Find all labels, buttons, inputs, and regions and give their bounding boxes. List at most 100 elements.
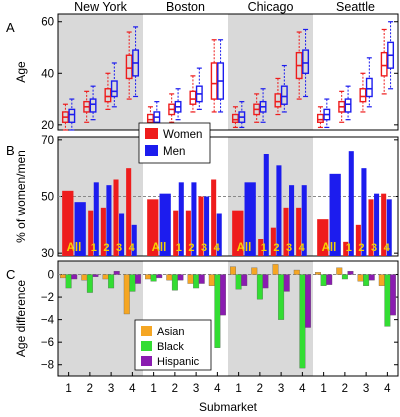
bar-women [270,227,276,256]
category-label: 2 [188,242,194,254]
x-tick-label: 2 [342,383,348,395]
legend-label-hispanic: Hispanic [157,356,200,368]
bar-asian [315,272,321,275]
bar-hispanic [326,274,333,285]
bar-men [74,202,86,256]
box-men [344,98,352,113]
legend-box [138,122,211,164]
category-label: 4 [129,242,136,254]
y-tick-label: 0 [48,270,54,282]
y-axis-label: % of women/men [14,150,28,243]
box-women [316,113,324,123]
bar-men [386,199,392,256]
legend-label-men: Men [163,146,185,158]
category-label: 1 [261,242,267,254]
bar-asian [251,267,258,275]
category-label: 4 [214,242,221,254]
x-tick-label: 3 [108,383,114,395]
bar-women [211,179,217,256]
bar-asian [81,274,88,281]
bar-men [374,193,380,256]
bar-asian [230,266,236,275]
legend-swatch-men [145,145,158,156]
bar-black [171,274,178,291]
bar-women [258,239,264,256]
x-tick-label: 4 [384,383,391,395]
category-label: All [237,242,252,254]
y-axis-label: Age [14,61,28,83]
category-label: All [322,242,337,254]
bar-hispanic [305,274,311,328]
bar-black [150,274,157,282]
x-tick-label: 2 [87,383,93,395]
bar-women [147,199,159,256]
box-men [302,49,310,74]
y-tick-label: −8 [41,360,54,372]
bar-asian [357,274,364,282]
bar-men [159,193,171,256]
box-men [365,77,373,98]
y-tick-label: 20 [41,120,54,132]
bar-women [100,207,106,256]
bar-hispanic [220,274,226,316]
bar-men [329,173,341,256]
panel-frame [57,13,399,131]
bar-black [363,274,370,286]
bar-men [178,182,184,256]
bar-men [93,182,99,256]
bar-black [341,274,348,280]
city-title: Boston [166,0,205,14]
bar-black [86,274,93,293]
bar-hispanic [113,270,120,275]
category-label: All [67,242,82,254]
bar-black [129,274,136,292]
box-women [359,88,367,103]
category-label: 1 [176,242,182,254]
box-women [146,113,154,123]
bar-hispanic [177,274,184,281]
bar-hispanic [71,274,78,280]
bar-asian [378,274,385,286]
category-label: 2 [273,242,279,254]
category-label: 3 [201,242,207,254]
bar-women [296,207,302,256]
city-title: Seattle [336,0,375,14]
box-men [280,85,288,105]
bar-men [263,154,269,256]
bar-asian [166,274,173,281]
panel-letter: B [6,143,15,158]
x-tick-label: 3 [363,383,369,395]
bar-women [126,168,132,256]
city-title: New York [74,0,128,14]
bar-women [113,179,119,256]
bar-hispanic [347,270,354,275]
city-shading [58,14,143,130]
box-women [380,51,388,77]
y-axis-label: Age difference [14,280,28,357]
bar-women [232,210,244,256]
bar-women [62,190,74,256]
y-tick-label: −4 [41,315,55,327]
x-tick-label: 3 [193,383,199,395]
bar-asian [123,274,130,315]
x-tick-label: 2 [172,383,178,395]
category-label: All [152,242,167,254]
category-label: 2 [358,242,364,254]
category-label: 4 [299,242,306,254]
x-tick-label: 3 [278,383,284,395]
panel-frame [57,260,399,377]
bar-women [368,199,374,256]
bar-men [361,168,367,256]
x-tick-label: 1 [65,383,71,395]
bar-hispanic [368,274,375,281]
box-men [110,80,118,98]
bar-men [191,182,197,256]
bar-women [381,193,387,256]
bar-women [317,219,329,256]
category-label: 4 [384,242,391,254]
bar-asian [145,274,151,280]
x-tick-label: 4 [214,383,221,395]
bar-black [65,274,72,289]
bar-black [320,274,327,286]
